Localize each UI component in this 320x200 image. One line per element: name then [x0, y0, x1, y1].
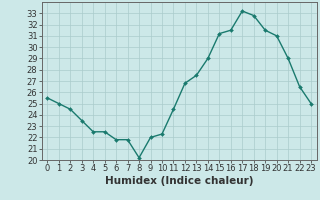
X-axis label: Humidex (Indice chaleur): Humidex (Indice chaleur) [105, 176, 253, 186]
